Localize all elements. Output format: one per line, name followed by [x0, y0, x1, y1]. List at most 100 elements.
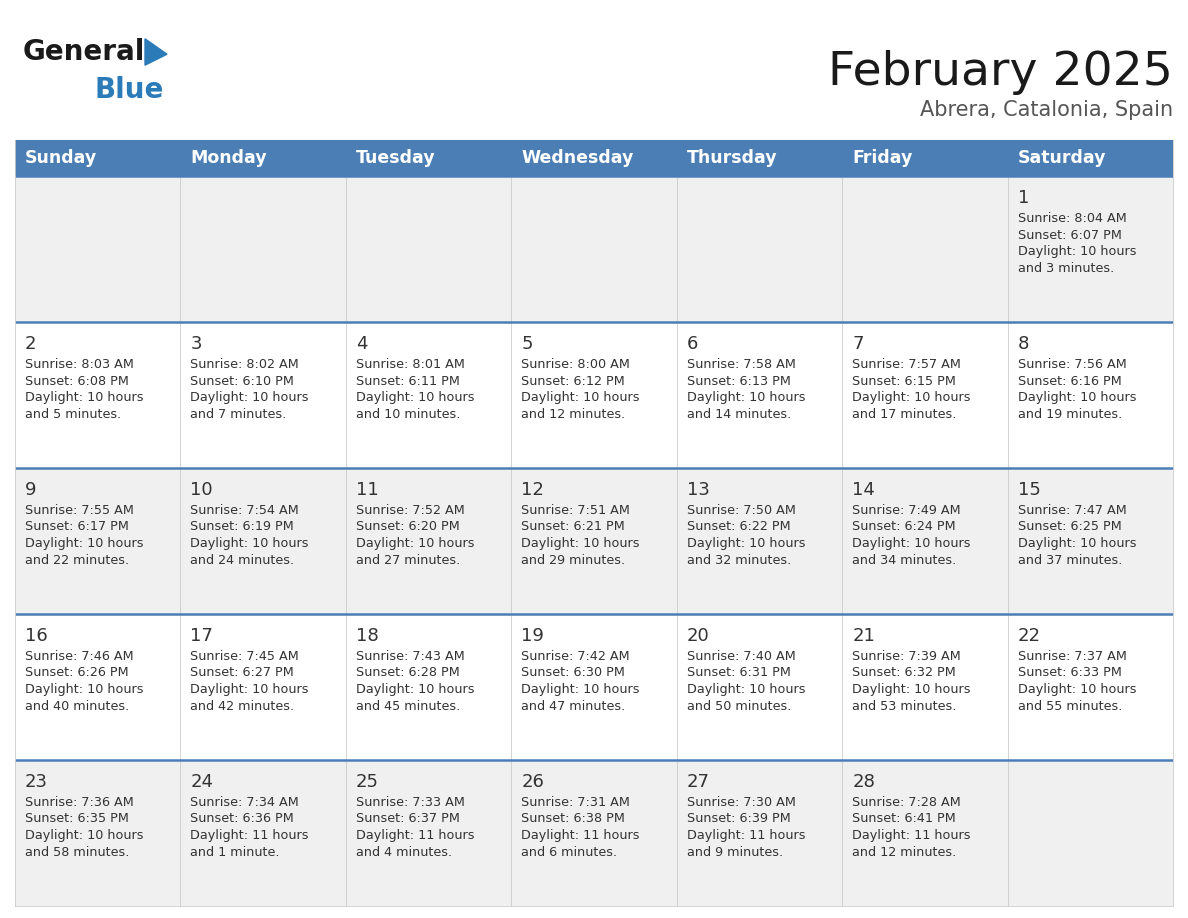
Text: Daylight: 10 hours: Daylight: 10 hours: [25, 683, 144, 696]
Text: Daylight: 10 hours: Daylight: 10 hours: [356, 391, 474, 404]
Text: Sunrise: 7:50 AM: Sunrise: 7:50 AM: [687, 504, 796, 517]
Text: Sunset: 6:33 PM: Sunset: 6:33 PM: [1018, 666, 1121, 679]
Text: Sunday: Sunday: [25, 149, 97, 167]
Bar: [15, 322, 1173, 468]
Text: Sunset: 6:35 PM: Sunset: 6:35 PM: [25, 812, 128, 825]
Text: and 58 minutes.: and 58 minutes.: [25, 845, 129, 858]
Text: and 42 minutes.: and 42 minutes.: [190, 700, 295, 712]
Text: Daylight: 10 hours: Daylight: 10 hours: [356, 537, 474, 550]
Text: Sunrise: 7:46 AM: Sunrise: 7:46 AM: [25, 650, 133, 663]
Text: 9: 9: [25, 481, 37, 499]
Text: Daylight: 11 hours: Daylight: 11 hours: [190, 829, 309, 842]
Text: Sunrise: 7:28 AM: Sunrise: 7:28 AM: [852, 796, 961, 809]
Text: and 7 minutes.: and 7 minutes.: [190, 408, 286, 420]
Text: and 40 minutes.: and 40 minutes.: [25, 700, 129, 712]
Text: and 14 minutes.: and 14 minutes.: [687, 408, 791, 420]
Text: Sunrise: 7:45 AM: Sunrise: 7:45 AM: [190, 650, 299, 663]
Text: Sunrise: 8:02 AM: Sunrise: 8:02 AM: [190, 358, 299, 371]
Text: and 19 minutes.: and 19 minutes.: [1018, 408, 1121, 420]
Text: Sunrise: 7:54 AM: Sunrise: 7:54 AM: [190, 504, 299, 517]
Text: Daylight: 10 hours: Daylight: 10 hours: [687, 683, 805, 696]
Text: 2: 2: [25, 335, 37, 353]
Text: Daylight: 10 hours: Daylight: 10 hours: [190, 391, 309, 404]
Text: Daylight: 10 hours: Daylight: 10 hours: [25, 537, 144, 550]
Text: Sunset: 6:25 PM: Sunset: 6:25 PM: [1018, 521, 1121, 533]
Text: Wednesday: Wednesday: [522, 149, 633, 167]
Text: Sunset: 6:24 PM: Sunset: 6:24 PM: [852, 521, 956, 533]
Text: Sunrise: 7:43 AM: Sunrise: 7:43 AM: [356, 650, 465, 663]
Text: Saturday: Saturday: [1018, 149, 1106, 167]
Text: Sunrise: 7:51 AM: Sunrise: 7:51 AM: [522, 504, 630, 517]
Text: and 37 minutes.: and 37 minutes.: [1018, 554, 1121, 566]
Text: and 3 minutes.: and 3 minutes.: [1018, 262, 1114, 274]
Text: Sunset: 6:36 PM: Sunset: 6:36 PM: [190, 812, 295, 825]
Text: and 6 minutes.: and 6 minutes.: [522, 845, 618, 858]
Text: Daylight: 10 hours: Daylight: 10 hours: [522, 391, 640, 404]
Text: Daylight: 10 hours: Daylight: 10 hours: [1018, 391, 1136, 404]
Text: Daylight: 10 hours: Daylight: 10 hours: [25, 391, 144, 404]
Text: Sunrise: 8:00 AM: Sunrise: 8:00 AM: [522, 358, 630, 371]
Text: Sunrise: 7:49 AM: Sunrise: 7:49 AM: [852, 504, 961, 517]
Text: 6: 6: [687, 335, 699, 353]
Text: Daylight: 10 hours: Daylight: 10 hours: [687, 391, 805, 404]
Text: Daylight: 10 hours: Daylight: 10 hours: [852, 683, 971, 696]
Text: Sunset: 6:28 PM: Sunset: 6:28 PM: [356, 666, 460, 679]
Text: Sunset: 6:20 PM: Sunset: 6:20 PM: [356, 521, 460, 533]
Text: Sunrise: 7:39 AM: Sunrise: 7:39 AM: [852, 650, 961, 663]
Text: Daylight: 10 hours: Daylight: 10 hours: [522, 683, 640, 696]
Text: Sunrise: 7:33 AM: Sunrise: 7:33 AM: [356, 796, 465, 809]
Text: 17: 17: [190, 627, 214, 645]
Text: Daylight: 10 hours: Daylight: 10 hours: [852, 537, 971, 550]
Text: and 12 minutes.: and 12 minutes.: [522, 408, 626, 420]
Text: and 27 minutes.: and 27 minutes.: [356, 554, 460, 566]
Text: 3: 3: [190, 335, 202, 353]
Text: 7: 7: [852, 335, 864, 353]
Text: 14: 14: [852, 481, 876, 499]
Text: 19: 19: [522, 627, 544, 645]
Text: Monday: Monday: [190, 149, 267, 167]
Bar: [15, 760, 1173, 906]
Text: Sunset: 6:07 PM: Sunset: 6:07 PM: [1018, 229, 1121, 241]
Text: Daylight: 10 hours: Daylight: 10 hours: [25, 829, 144, 842]
Text: Friday: Friday: [852, 149, 912, 167]
Text: Sunrise: 7:47 AM: Sunrise: 7:47 AM: [1018, 504, 1126, 517]
Text: 13: 13: [687, 481, 709, 499]
Text: 4: 4: [356, 335, 367, 353]
Text: Sunrise: 7:57 AM: Sunrise: 7:57 AM: [852, 358, 961, 371]
Text: Sunset: 6:11 PM: Sunset: 6:11 PM: [356, 375, 460, 387]
Text: Sunrise: 7:56 AM: Sunrise: 7:56 AM: [1018, 358, 1126, 371]
Text: 28: 28: [852, 773, 876, 791]
Polygon shape: [145, 39, 168, 65]
Text: February 2025: February 2025: [828, 50, 1173, 95]
Text: Daylight: 10 hours: Daylight: 10 hours: [522, 537, 640, 550]
Text: Sunrise: 8:03 AM: Sunrise: 8:03 AM: [25, 358, 134, 371]
Text: 1: 1: [1018, 189, 1029, 207]
Text: and 17 minutes.: and 17 minutes.: [852, 408, 956, 420]
Text: Daylight: 10 hours: Daylight: 10 hours: [1018, 683, 1136, 696]
Text: Sunset: 6:38 PM: Sunset: 6:38 PM: [522, 812, 625, 825]
Text: 25: 25: [356, 773, 379, 791]
Text: Abrera, Catalonia, Spain: Abrera, Catalonia, Spain: [920, 100, 1173, 120]
Text: Sunset: 6:17 PM: Sunset: 6:17 PM: [25, 521, 128, 533]
Text: General: General: [23, 38, 145, 66]
Text: Sunset: 6:10 PM: Sunset: 6:10 PM: [190, 375, 295, 387]
Text: 18: 18: [356, 627, 379, 645]
Text: Sunset: 6:32 PM: Sunset: 6:32 PM: [852, 666, 956, 679]
Text: Daylight: 11 hours: Daylight: 11 hours: [852, 829, 971, 842]
Text: 24: 24: [190, 773, 214, 791]
Bar: [15, 468, 1173, 614]
Text: 12: 12: [522, 481, 544, 499]
Text: and 10 minutes.: and 10 minutes.: [356, 408, 460, 420]
Text: and 4 minutes.: and 4 minutes.: [356, 845, 451, 858]
Text: and 34 minutes.: and 34 minutes.: [852, 554, 956, 566]
Text: 21: 21: [852, 627, 876, 645]
Text: and 1 minute.: and 1 minute.: [190, 845, 280, 858]
Text: and 22 minutes.: and 22 minutes.: [25, 554, 129, 566]
Text: Sunrise: 7:40 AM: Sunrise: 7:40 AM: [687, 650, 796, 663]
Text: and 9 minutes.: and 9 minutes.: [687, 845, 783, 858]
Text: and 55 minutes.: and 55 minutes.: [1018, 700, 1121, 712]
Text: Daylight: 10 hours: Daylight: 10 hours: [1018, 537, 1136, 550]
Text: 10: 10: [190, 481, 213, 499]
Text: Sunrise: 7:58 AM: Sunrise: 7:58 AM: [687, 358, 796, 371]
Text: Sunset: 6:12 PM: Sunset: 6:12 PM: [522, 375, 625, 387]
